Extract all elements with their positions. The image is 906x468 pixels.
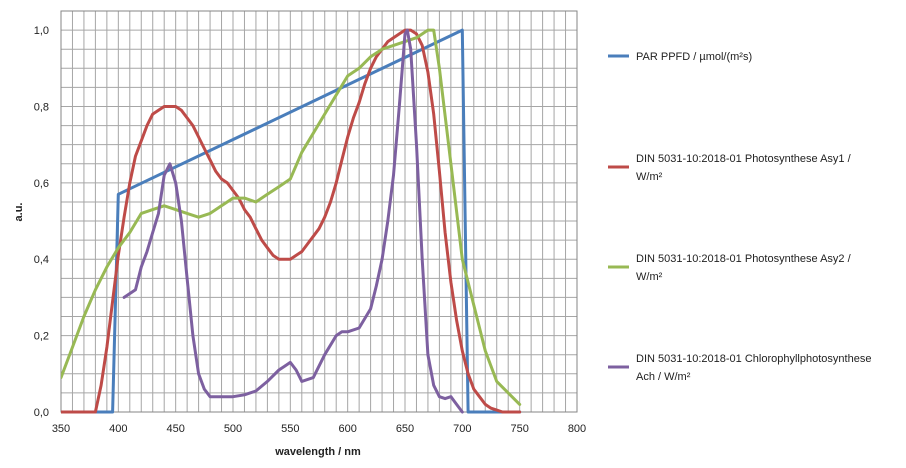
series-line-3 xyxy=(61,28,522,406)
legend-label-4: DIN 5031-10:2018-01 Chlorophyllphotosynt… xyxy=(636,353,871,365)
x-tick-label: 600 xyxy=(338,423,356,435)
x-tick-label: 650 xyxy=(396,423,414,435)
x-tick-label: 750 xyxy=(510,423,528,435)
legend: PAR PPFD / µmol/(m²s) DIN 5031-10:2018-01… xyxy=(608,51,871,383)
x-tick-label: 500 xyxy=(224,423,242,435)
y-tick-label: 0,4 xyxy=(34,254,49,266)
y-tick-label: 0,0 xyxy=(34,407,49,419)
legend-label-4: Ach / W/m² xyxy=(636,371,691,383)
x-tick-label: 400 xyxy=(109,423,127,435)
series-line-2 xyxy=(61,28,522,414)
legend-label-3: W/m² xyxy=(636,271,663,283)
y-tick-label: 0,8 xyxy=(34,101,49,113)
y-tick-label: 0,6 xyxy=(34,178,49,190)
legend-label-2: W/m² xyxy=(636,171,663,183)
x-tick-label: 450 xyxy=(166,423,184,435)
series-layer xyxy=(61,28,522,414)
legend-label-2: DIN 5031-10:2018-01 Photosynthese Asy1 / xyxy=(636,153,852,165)
x-tick-label: 700 xyxy=(453,423,471,435)
y-axis-title: a.u. xyxy=(13,203,25,222)
x-tick-label: 350 xyxy=(52,423,70,435)
x-tick-label: 550 xyxy=(281,423,299,435)
y-tick-label: 0,2 xyxy=(34,331,49,343)
x-axis-title: wavelength / nm xyxy=(274,446,361,458)
series-line-1 xyxy=(61,28,522,414)
legend-label-3: DIN 5031-10:2018-01 Photosynthese Asy2 / xyxy=(636,253,852,265)
legend-label-1: PAR PPFD / µmol/(m²s) xyxy=(636,51,752,63)
series-line-4 xyxy=(122,28,464,414)
x-tick-labels: 350 400 450 500 550 600 650 700 750 800 xyxy=(52,423,586,435)
plot-area xyxy=(60,10,578,413)
y-tick-label: 1,0 xyxy=(34,25,49,37)
x-tick-label: 800 xyxy=(568,423,586,435)
y-tick-labels: 0,0 0,2 0,4 0,6 0,8 1,0 xyxy=(34,25,49,419)
